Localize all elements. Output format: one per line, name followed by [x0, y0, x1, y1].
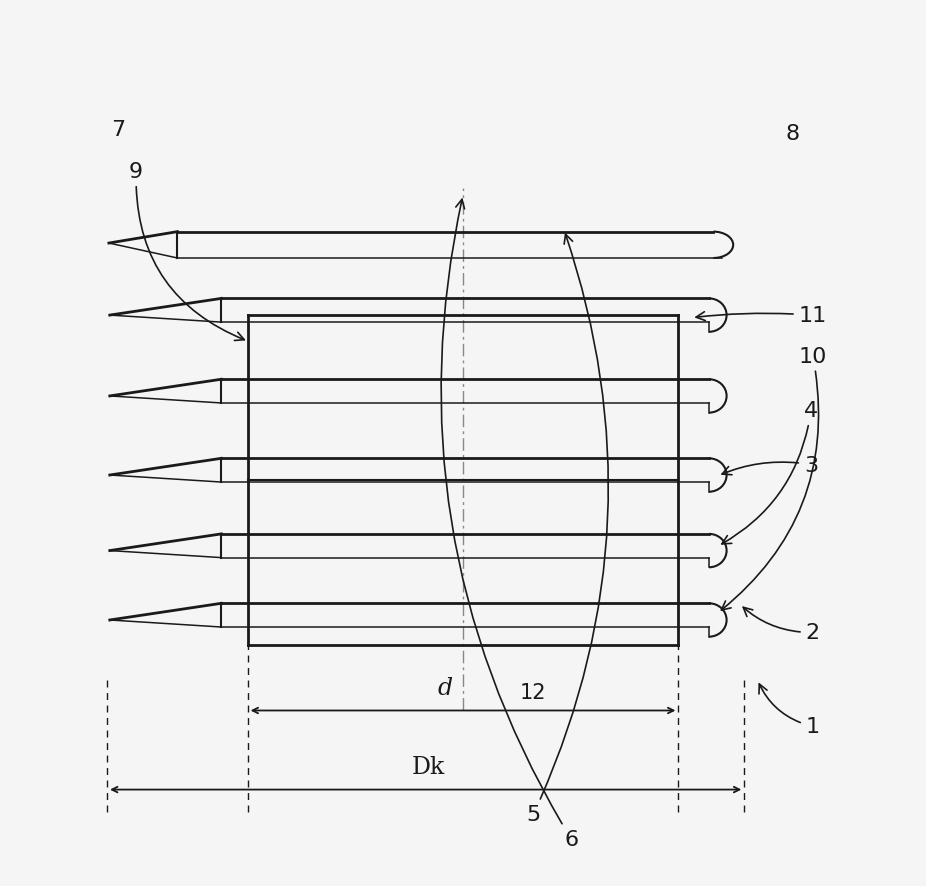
- Text: 8: 8: [785, 124, 799, 144]
- Text: 2: 2: [744, 608, 820, 642]
- Text: 5: 5: [526, 235, 608, 824]
- Text: 11: 11: [696, 306, 827, 326]
- Text: 10: 10: [721, 346, 827, 610]
- Text: 12: 12: [520, 682, 546, 702]
- Text: 4: 4: [722, 400, 818, 544]
- Text: 3: 3: [722, 455, 818, 475]
- Text: 9: 9: [129, 162, 244, 341]
- Text: 7: 7: [111, 120, 126, 140]
- Text: 1: 1: [759, 684, 820, 736]
- Text: 6: 6: [441, 200, 578, 849]
- Text: Dk: Dk: [411, 755, 444, 778]
- Text: d: d: [438, 676, 453, 699]
